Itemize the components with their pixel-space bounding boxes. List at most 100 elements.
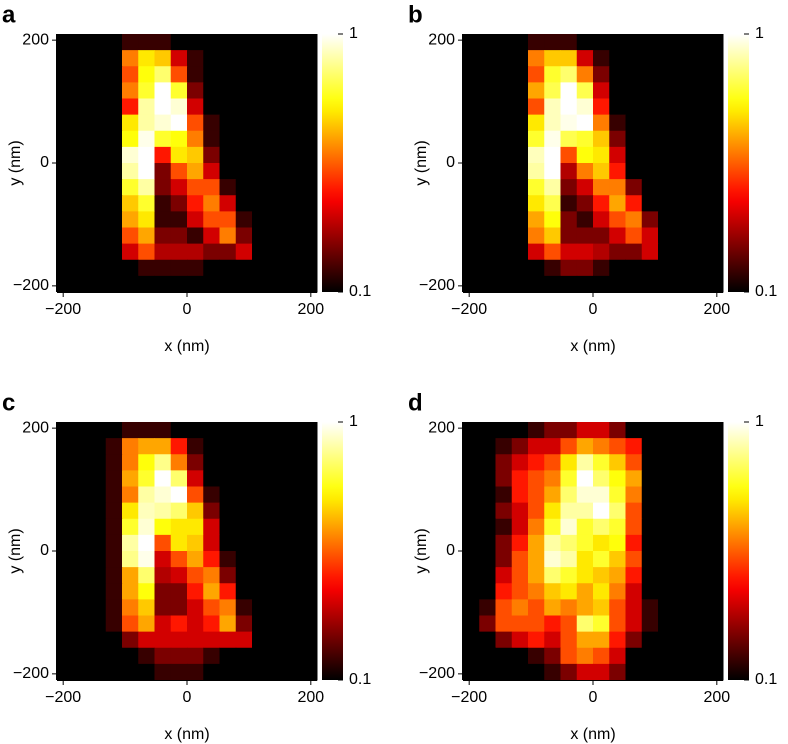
heat-cell [300,502,318,520]
heat-cell [122,243,139,261]
heat-cell [511,227,529,245]
heat-cell [105,179,123,196]
heat-cell [544,82,561,99]
heat-cell [138,631,155,649]
heat-cell [284,179,302,196]
heat-cell [625,114,643,132]
heat-cell [235,66,253,83]
heat-cell [284,82,302,99]
heat-cell [122,227,139,245]
heat-cell [154,470,172,487]
heat-cell [105,615,123,633]
heat-cell [219,114,237,132]
heat-cell [658,454,675,471]
heat-cell [284,50,302,67]
heat-cell [203,422,220,439]
heat-cell [300,663,318,681]
heat-cell [674,211,691,228]
heat-cell [479,259,496,277]
heat-cell [528,259,545,277]
heat-cell [122,438,139,455]
heat-cell [690,454,708,471]
heat-cell [105,486,123,504]
heat-cell [641,663,659,681]
heat-cell [463,518,480,536]
heat-cell [105,551,123,568]
heat-cell [300,34,318,51]
heat-cell [528,599,545,616]
heat-cell [138,163,155,180]
heat-cell [122,34,139,51]
heat-cell [203,66,220,83]
heat-cell [641,438,659,455]
heat-cell [122,179,139,196]
heat-cell [203,211,220,228]
heat-cell [495,66,513,83]
heat-cell [544,66,561,83]
heat-cell [187,534,204,552]
heat-cell [252,534,269,552]
heat-cell [609,50,626,67]
heat-cell [479,227,496,245]
heat-cell [73,66,90,83]
heat-cell [235,470,253,487]
heat-cell [528,50,545,67]
heat-cell [235,534,253,552]
heat-cell [658,259,675,277]
heat-cell [170,551,188,568]
heat-cell [268,211,285,228]
y-tick-label: 200 [428,31,455,48]
heat-cell [268,163,285,180]
heat-cell [57,567,74,584]
heat-cell [706,486,724,504]
heat-cell [187,583,204,600]
x-tick-label: 0 [589,301,598,318]
heat-cell [560,130,578,148]
heat-cell [187,259,204,277]
heat-cell [674,243,691,261]
heat-cell [544,275,561,293]
heat-cell [593,259,610,277]
heat-cell [73,82,90,99]
heat-cell [495,227,513,245]
heat-cell [609,470,626,487]
heat-cell [511,438,529,455]
heat-cell [593,567,610,584]
heat-cell [658,438,675,455]
heat-cell [219,163,237,180]
heat-cell [625,615,643,633]
x-tick-label: 200 [297,689,324,706]
heat-cell [252,243,269,261]
heat-cell [495,567,513,584]
heat-cell [479,163,496,180]
heat-cell [219,567,237,584]
heat-cell [268,422,285,439]
heat-cell [479,647,496,665]
heat-cell [658,486,675,504]
heat-cell [170,130,188,148]
heat-cell [73,486,90,504]
heat-cell [138,502,155,520]
heat-cell [252,631,269,649]
heat-cell [252,647,269,665]
heat-cell [73,551,90,568]
heat-cell [252,146,269,164]
heat-cell [219,211,237,228]
heat-cell [122,422,139,439]
heat-cell [560,615,578,633]
heat-cell [89,179,107,196]
heat-cell [609,275,626,293]
heat-cell [625,647,643,665]
heat-cell [658,34,675,51]
heat-cell [690,195,708,212]
heat-cell [89,163,107,180]
heat-cell [203,647,220,665]
heat-cell [560,422,578,439]
heat-cell [511,163,529,180]
heat-cell [625,259,643,277]
heat-cell [73,211,90,228]
heat-cell [122,615,139,633]
heat-cell [252,179,269,196]
heat-cell [57,502,74,520]
heat-cell [511,114,529,132]
